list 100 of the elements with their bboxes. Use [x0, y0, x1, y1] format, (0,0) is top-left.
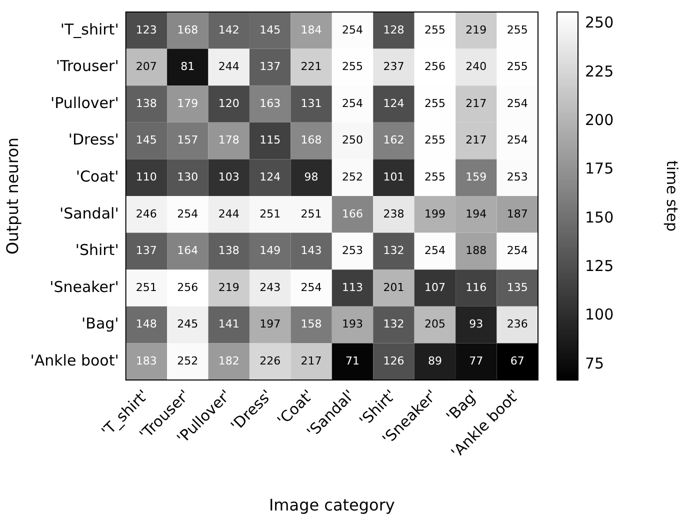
data-label: 67 — [510, 354, 524, 368]
data-label: 243 — [260, 280, 281, 294]
data-label: 237 — [383, 60, 404, 74]
data-label: 159 — [466, 170, 487, 184]
data-label: 193 — [342, 318, 364, 331]
data-label: 137 — [136, 244, 157, 258]
data-label: 124 — [260, 170, 281, 184]
data-label: 255 — [424, 170, 446, 184]
data-label: 116 — [466, 280, 487, 294]
data-label: 183 — [136, 354, 157, 368]
data-label: 255 — [506, 60, 528, 74]
data-label: 124 — [383, 96, 404, 110]
color-bar-label: 225 — [585, 62, 614, 80]
data-label: 130 — [177, 170, 198, 184]
data-label: 255 — [424, 96, 446, 110]
data-label: 179 — [177, 96, 198, 110]
data-label: 244 — [218, 207, 240, 220]
data-label: 221 — [300, 60, 322, 74]
data-label: 254 — [342, 23, 364, 36]
data-label: 164 — [177, 244, 198, 258]
color-bar-title: time step — [663, 160, 682, 232]
data-label: 244 — [218, 60, 240, 74]
data-label: 256 — [177, 280, 198, 294]
data-label: 254 — [506, 134, 528, 147]
y-tick-label: 'Bag' — [82, 314, 119, 333]
color-bar-label: 200 — [585, 110, 614, 129]
data-label: 132 — [383, 244, 404, 258]
data-label: 256 — [424, 60, 446, 74]
data-label: 254 — [506, 96, 528, 110]
data-label: 71 — [346, 354, 360, 368]
data-label: 120 — [218, 96, 240, 110]
y-tick-label: 'Sneaker' — [50, 278, 119, 296]
data-label: 168 — [300, 134, 322, 147]
data-label: 166 — [342, 207, 364, 220]
color-bar-label: 75 — [585, 354, 604, 372]
data-label: 178 — [218, 134, 240, 147]
data-label: 138 — [218, 244, 240, 258]
data-label: 252 — [177, 354, 198, 368]
data-label: 253 — [342, 244, 364, 258]
data-label: 163 — [260, 96, 281, 110]
data-label: 251 — [136, 280, 157, 294]
data-label: 93 — [469, 318, 484, 331]
data-label: 217 — [300, 354, 322, 368]
data-label: 143 — [300, 244, 322, 258]
data-label: 252 — [342, 170, 364, 184]
color-bar-label: 150 — [585, 208, 614, 226]
data-label: 131 — [300, 96, 322, 110]
data-label: 107 — [424, 280, 446, 294]
data-label: 115 — [260, 134, 281, 147]
data-label: 158 — [300, 318, 322, 331]
data-label: 98 — [304, 170, 318, 184]
color-bar-label: 250 — [585, 14, 614, 32]
data-label: 194 — [466, 207, 487, 220]
data-label: 251 — [300, 207, 322, 220]
data-label: 219 — [466, 23, 487, 36]
data-label: 254 — [424, 244, 446, 258]
data-label: 188 — [466, 244, 487, 258]
data-label: 113 — [342, 280, 364, 294]
data-label: 197 — [260, 318, 281, 331]
data-label: 199 — [424, 207, 446, 220]
data-label: 162 — [383, 134, 404, 147]
data-label: 138 — [136, 96, 157, 110]
data-label: 110 — [136, 170, 157, 184]
data-label: 103 — [218, 170, 240, 184]
data-label: 217 — [466, 134, 487, 147]
data-label: 251 — [260, 207, 281, 220]
data-label: 253 — [506, 170, 528, 184]
data-label: 238 — [383, 207, 404, 220]
data-label: 142 — [218, 23, 240, 36]
y-tick-label: 'Dress' — [68, 130, 119, 149]
data-label: 255 — [424, 134, 446, 147]
data-label: 250 — [342, 134, 364, 147]
data-label: 255 — [424, 23, 446, 36]
data-label: 168 — [177, 23, 198, 36]
data-label: 219 — [218, 280, 240, 294]
data-label: 148 — [136, 318, 157, 331]
data-label: 157 — [177, 134, 198, 147]
y-tick-label: 'Pullover' — [50, 94, 119, 112]
y-tick-label: 'Trouser' — [56, 57, 119, 76]
data-label: 101 — [383, 170, 404, 184]
data-label: 201 — [383, 280, 404, 294]
color-bar-label: 175 — [585, 160, 614, 178]
y-tick-label: 'Shirt' — [75, 241, 119, 260]
data-label: 205 — [424, 318, 446, 331]
data-label: 217 — [466, 96, 487, 110]
data-label: 141 — [218, 318, 240, 331]
data-label: 255 — [506, 23, 528, 36]
data-label: 254 — [342, 96, 364, 110]
data-label: 126 — [383, 354, 404, 368]
data-label: 187 — [506, 207, 528, 220]
data-label: 226 — [260, 354, 281, 368]
x-axis-title: Image category — [268, 496, 395, 515]
data-label: 149 — [260, 244, 281, 258]
data-label: 123 — [136, 23, 157, 36]
color-bar-label: 125 — [585, 256, 614, 275]
data-label: 246 — [136, 207, 157, 220]
y-axis-title: Output neuron — [2, 138, 22, 254]
data-label: 184 — [300, 23, 322, 36]
data-label: 254 — [177, 207, 198, 220]
y-tick-label: 'Ankle boot' — [30, 351, 119, 370]
